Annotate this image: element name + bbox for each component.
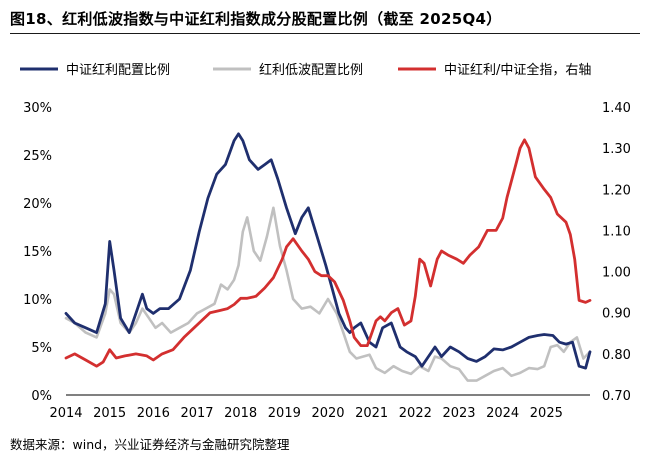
chart-series (64, 132, 592, 382)
x-tick-label: 2025 (530, 406, 563, 421)
chart-axes: 2014 2015 2016 2017 2018 2019 2020 2021 2022 2023… (23, 101, 631, 421)
y-right-tick-label: 1.20 (602, 183, 631, 198)
y-right-tick-label: 1.40 (602, 101, 631, 116)
x-tick-label: 2018 (224, 406, 257, 421)
y-right-tick-label: 1.10 (602, 224, 631, 239)
x-tick-label: 2016 (137, 406, 170, 421)
x-tick-label: 2014 (49, 406, 82, 421)
y-right-tick-label: 0.70 (602, 389, 631, 404)
title-divider (10, 33, 640, 34)
y-left-tick-label: 0% (31, 389, 52, 404)
x-tick-label: 2017 (180, 406, 213, 421)
legend-label: 中证红利配置比例 (66, 62, 170, 78)
x-tick-label: 2023 (442, 406, 475, 421)
series-line-0 (64, 132, 592, 370)
chart-title: 图18、红利低波指数与中证红利指数成分股配置比例（截至 2025Q4） (10, 10, 502, 28)
y-left-tick-label: 5% (31, 341, 52, 356)
y-left-tick-label: 25% (23, 149, 52, 164)
y-left-tick-label: 15% (23, 245, 52, 260)
y-right-tick-label: 0.80 (602, 348, 631, 363)
y-right-tick-label: 0.90 (602, 307, 631, 322)
x-tick-label: 2024 (486, 406, 519, 421)
y-right-tick-label: 1.30 (602, 142, 631, 157)
x-tick-label: 2020 (311, 406, 344, 421)
x-tick-label: 2019 (268, 406, 301, 421)
y-left-tick-label: 10% (23, 293, 52, 308)
legend-label: 红利低波配置比例 (259, 62, 363, 78)
chart: 2014 2015 2016 2017 2018 2019 2020 2021 2022 2023… (20, 62, 631, 421)
series-line-1 (64, 206, 592, 382)
x-tick-label: 2015 (93, 406, 126, 421)
series-line-2 (64, 138, 592, 368)
y-left-tick-label: 20% (23, 197, 52, 212)
chart-legend: 中证红利配置比例 红利低波配置比例 中证红利/中证全指，右轴 (20, 62, 591, 78)
y-right-tick-label: 1.00 (602, 266, 631, 281)
x-tick-label: 2021 (355, 406, 388, 421)
legend-label: 中证红利/中证全指，右轴 (444, 62, 591, 78)
source-note: 数据来源：wind，兴业证券经济与金融研究院整理 (10, 437, 290, 452)
x-tick-label: 2022 (399, 406, 432, 421)
y-left-tick-label: 30% (23, 101, 52, 116)
